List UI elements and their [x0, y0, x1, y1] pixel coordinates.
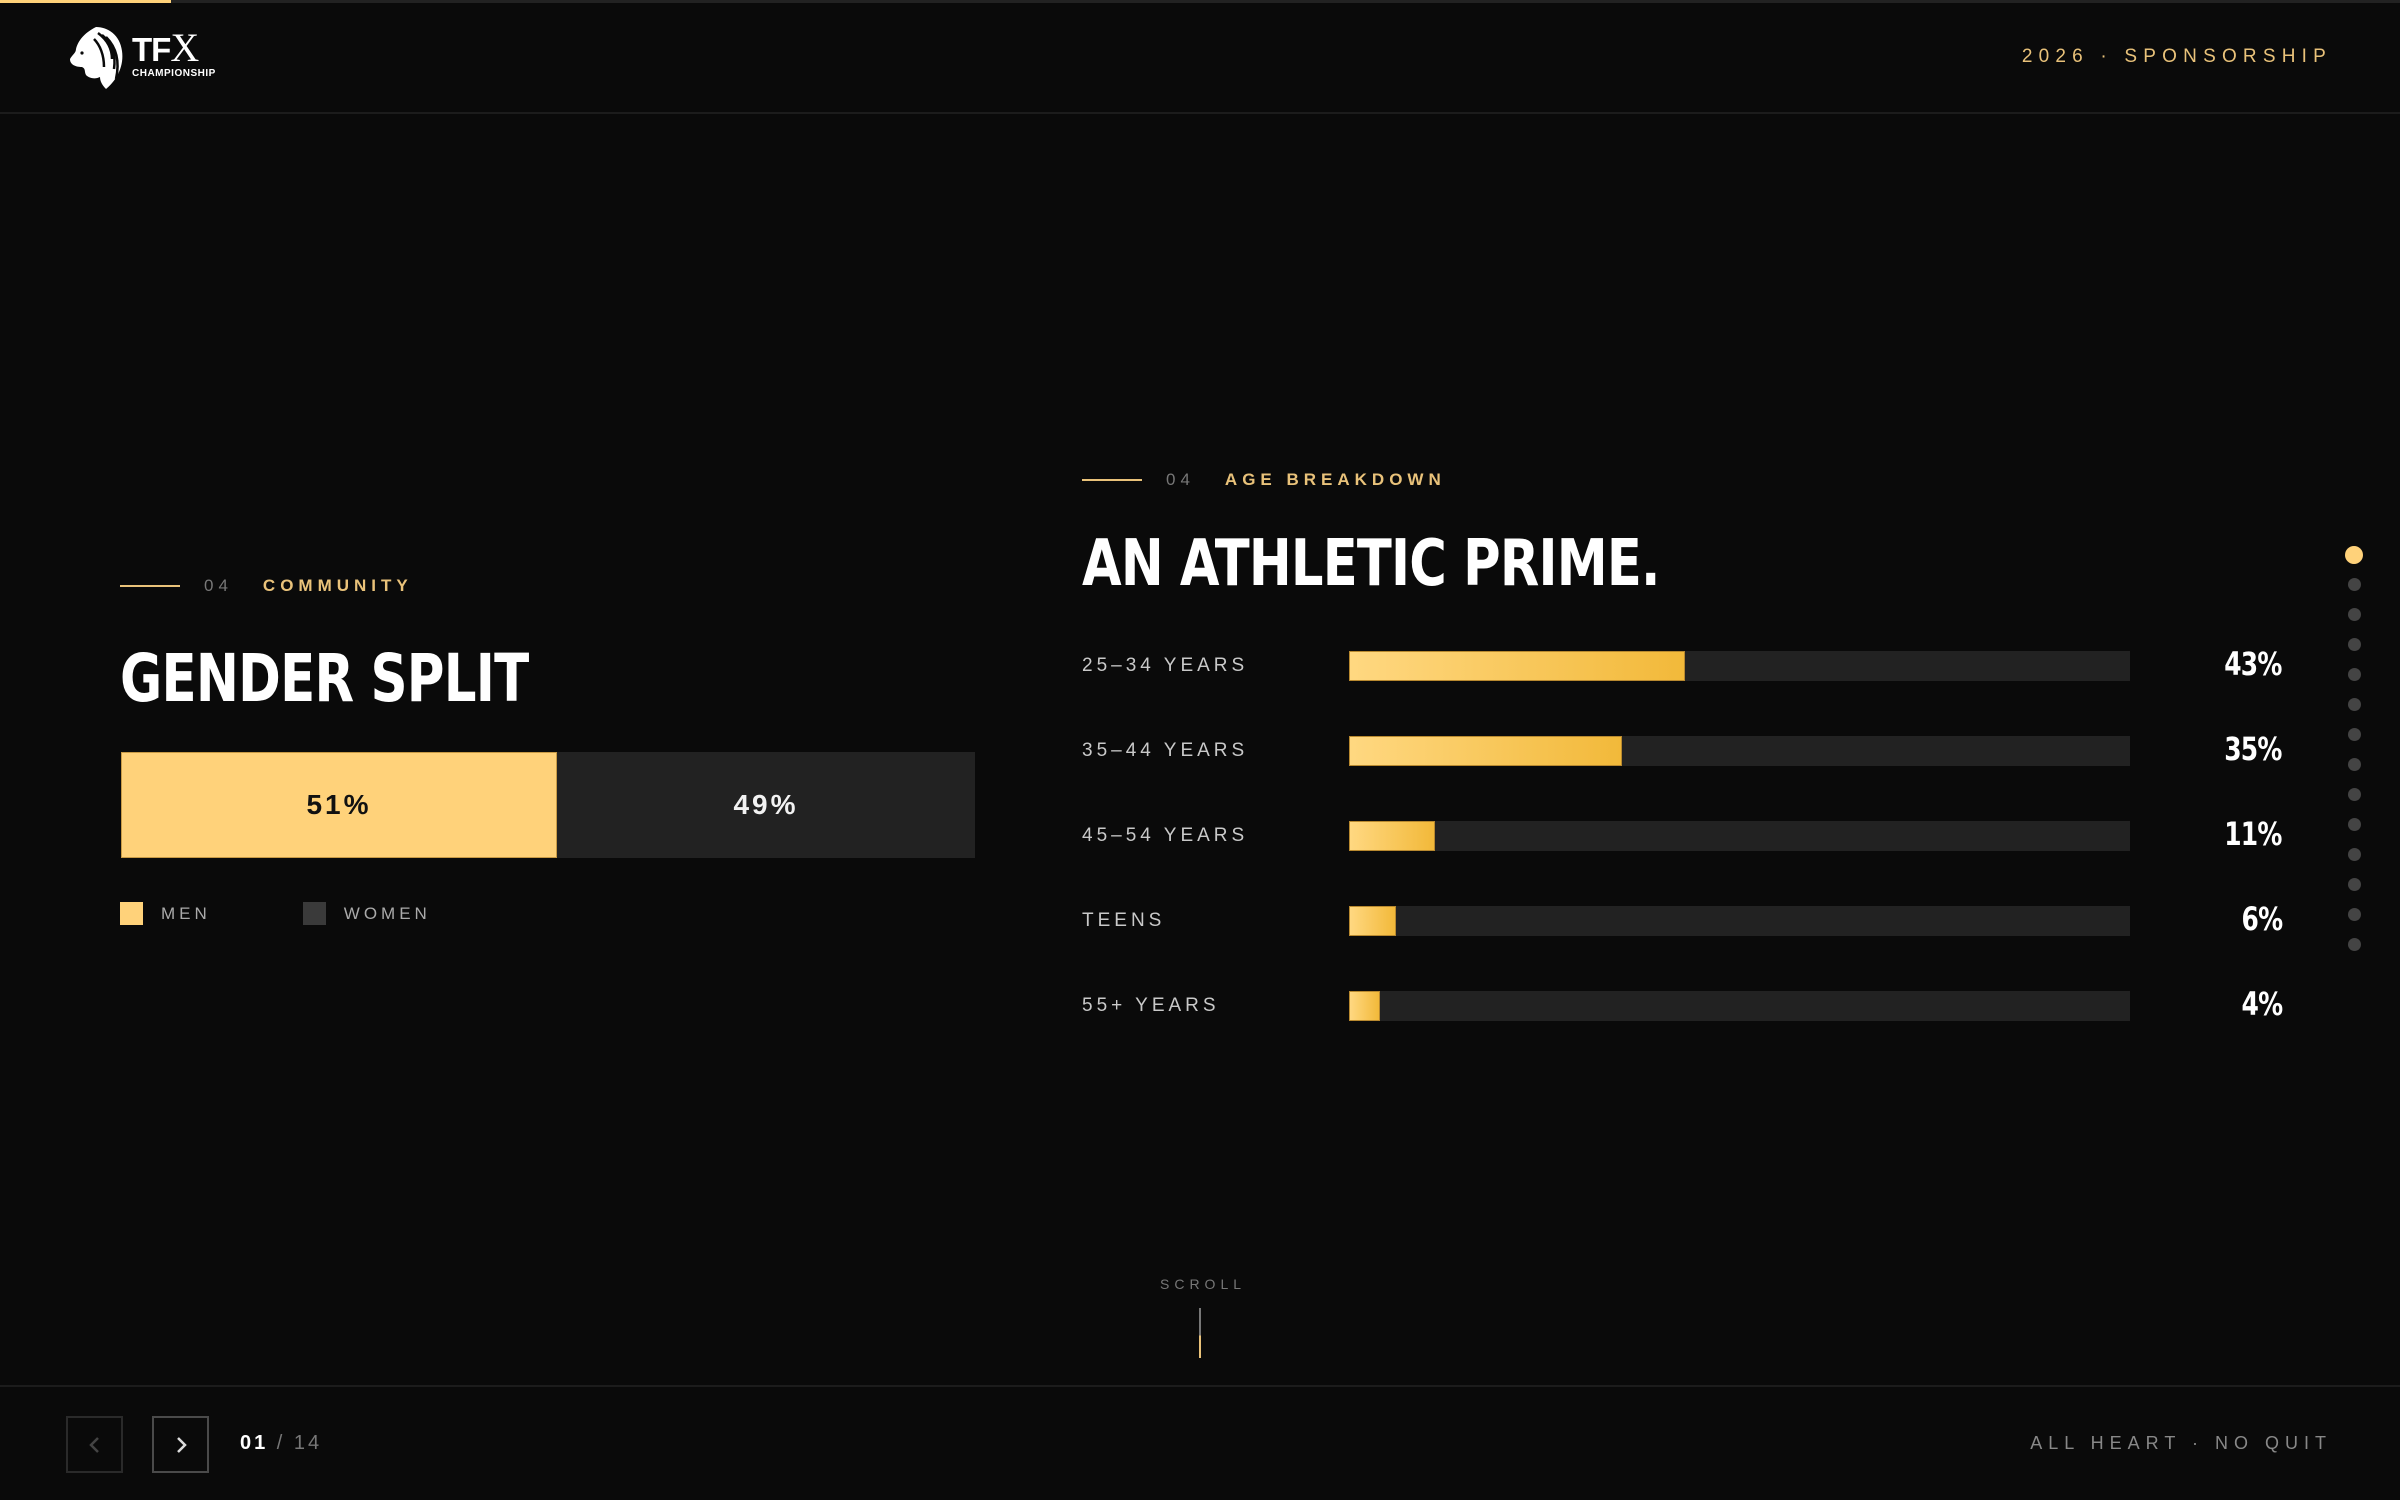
- age-bar-fill: [1349, 736, 1623, 766]
- slide-dot-8[interactable]: [2347, 758, 2361, 771]
- eyebrow-label: COMMUNITY: [262, 576, 413, 595]
- slide-dot-3[interactable]: [2347, 608, 2361, 621]
- scroll-indicator-line: [1199, 1308, 1201, 1358]
- logo-wordmark: TFX: [132, 25, 199, 70]
- age-bar-fill: [1349, 991, 1381, 1021]
- eyebrow-rule: [120, 585, 180, 587]
- age-label: 25–34 YEARS: [1082, 655, 1249, 676]
- age-label: TEENS: [1082, 910, 1166, 931]
- slide-dot-7[interactable]: [2347, 728, 2361, 741]
- age-bar-track: [1349, 906, 2130, 936]
- slide-progress-fill: [0, 0, 171, 3]
- scroll-label: SCROLL: [1160, 1276, 1247, 1292]
- slide-dot-14[interactable]: [2347, 938, 2361, 951]
- age-bar-fill: [1349, 651, 1685, 681]
- gender-segment-men: 51%: [121, 752, 557, 858]
- legend-label-women: WOMEN: [343, 903, 431, 923]
- gender-segment-women: 49%: [557, 752, 975, 858]
- footer: 01 / 14 ALL HEART · NO QUIT: [0, 1385, 2400, 1500]
- age-label: 55+ YEARS: [1082, 995, 1220, 1016]
- age-label: 35–44 YEARS: [1082, 740, 1249, 761]
- legend-label-men: MEN: [161, 903, 211, 923]
- age-percent: 35%: [2224, 730, 2283, 768]
- gender-legend: MEN WOMEN: [120, 902, 471, 925]
- age-label: 45–54 YEARS: [1082, 825, 1249, 846]
- legend-swatch-men: [120, 902, 143, 925]
- slide-dot-2[interactable]: [2347, 578, 2361, 591]
- age-bar-track: [1349, 651, 2130, 681]
- eyebrow-label: AGE BREAKDOWN: [1224, 470, 1446, 489]
- slide-dot-13[interactable]: [2347, 908, 2361, 921]
- slide-dot-9[interactable]: [2347, 788, 2361, 801]
- footer-tagline: ALL HEART · NO QUIT: [2030, 1433, 2332, 1453]
- slide-dot-6[interactable]: [2347, 698, 2361, 711]
- chevron-right-icon: [176, 1436, 187, 1453]
- eyebrow-rule: [1082, 479, 1142, 481]
- legend-swatch-women: [302, 902, 326, 925]
- age-row: 45–54 YEARS 11%: [1082, 815, 2283, 853]
- age-percent: 43%: [2224, 645, 2283, 683]
- slide-dot-10[interactable]: [2347, 818, 2361, 831]
- header-tagline: 2026 · SPONSORSHIP: [2021, 46, 2332, 67]
- slide-dot-11[interactable]: [2347, 848, 2361, 861]
- age-row: 35–44 YEARS 35%: [1082, 730, 2283, 768]
- age-breakdown-chart: 25–34 YEARS 43% 35–44 YEARS 35% 45–54 YE…: [1082, 645, 2283, 1076]
- slide-current: 01: [240, 1432, 269, 1454]
- next-slide-button[interactable]: [152, 1416, 209, 1473]
- scroll-hint[interactable]: SCROLL: [1160, 1276, 1247, 1358]
- slide-separator: /: [268, 1432, 294, 1454]
- prev-slide-button[interactable]: [66, 1416, 123, 1473]
- lion-icon: [70, 27, 123, 89]
- age-percent: 4%: [2241, 985, 2283, 1023]
- age-percent: 11%: [2224, 815, 2283, 853]
- age-percent: 6%: [2241, 900, 2283, 938]
- slide-dot-1[interactable]: [2345, 546, 2363, 564]
- age-bar-track: [1349, 991, 2130, 1021]
- gender-split-bar: 51% 49%: [121, 752, 975, 858]
- legend-item-women: WOMEN: [302, 902, 431, 925]
- gender-title: GENDER SPLIT: [120, 640, 529, 717]
- logo-subtitle: CHAMPIONSHIP: [132, 68, 216, 79]
- women-percent: 49%: [733, 789, 799, 820]
- slide-dot-4[interactable]: [2347, 638, 2361, 651]
- age-title: AN ATHLETIC PRIME.: [1082, 527, 1660, 601]
- logo[interactable]: TFX CHAMPIONSHIP: [66, 25, 226, 93]
- age-eyebrow: 04 AGE BREAKDOWN: [1082, 470, 1446, 490]
- slide-counter: 01 / 14: [240, 1432, 322, 1455]
- slide-total: 14: [293, 1432, 323, 1454]
- age-bar-fill: [1349, 906, 1396, 936]
- eyebrow-number: 04: [204, 576, 233, 595]
- slide-dot-12[interactable]: [2347, 878, 2361, 891]
- age-row: 25–34 YEARS 43%: [1082, 645, 2283, 683]
- slide-dot-nav: [2344, 546, 2364, 968]
- eyebrow-number: 04: [1166, 470, 1195, 489]
- gender-eyebrow: 04 COMMUNITY: [120, 576, 413, 596]
- slide-progress-track: [0, 0, 2400, 3]
- age-bar-fill: [1349, 821, 1435, 851]
- men-percent: 51%: [306, 789, 372, 820]
- legend-item-men: MEN: [120, 902, 211, 925]
- slide-dot-5[interactable]: [2347, 668, 2361, 681]
- age-row: 55+ YEARS 4%: [1082, 985, 2283, 1023]
- chevron-left-icon: [88, 1436, 99, 1453]
- age-row: TEENS 6%: [1082, 900, 2283, 938]
- age-bar-track: [1349, 736, 2130, 766]
- header: TFX CHAMPIONSHIP 2026 · SPONSORSHIP: [0, 3, 2400, 114]
- age-bar-track: [1349, 821, 2130, 851]
